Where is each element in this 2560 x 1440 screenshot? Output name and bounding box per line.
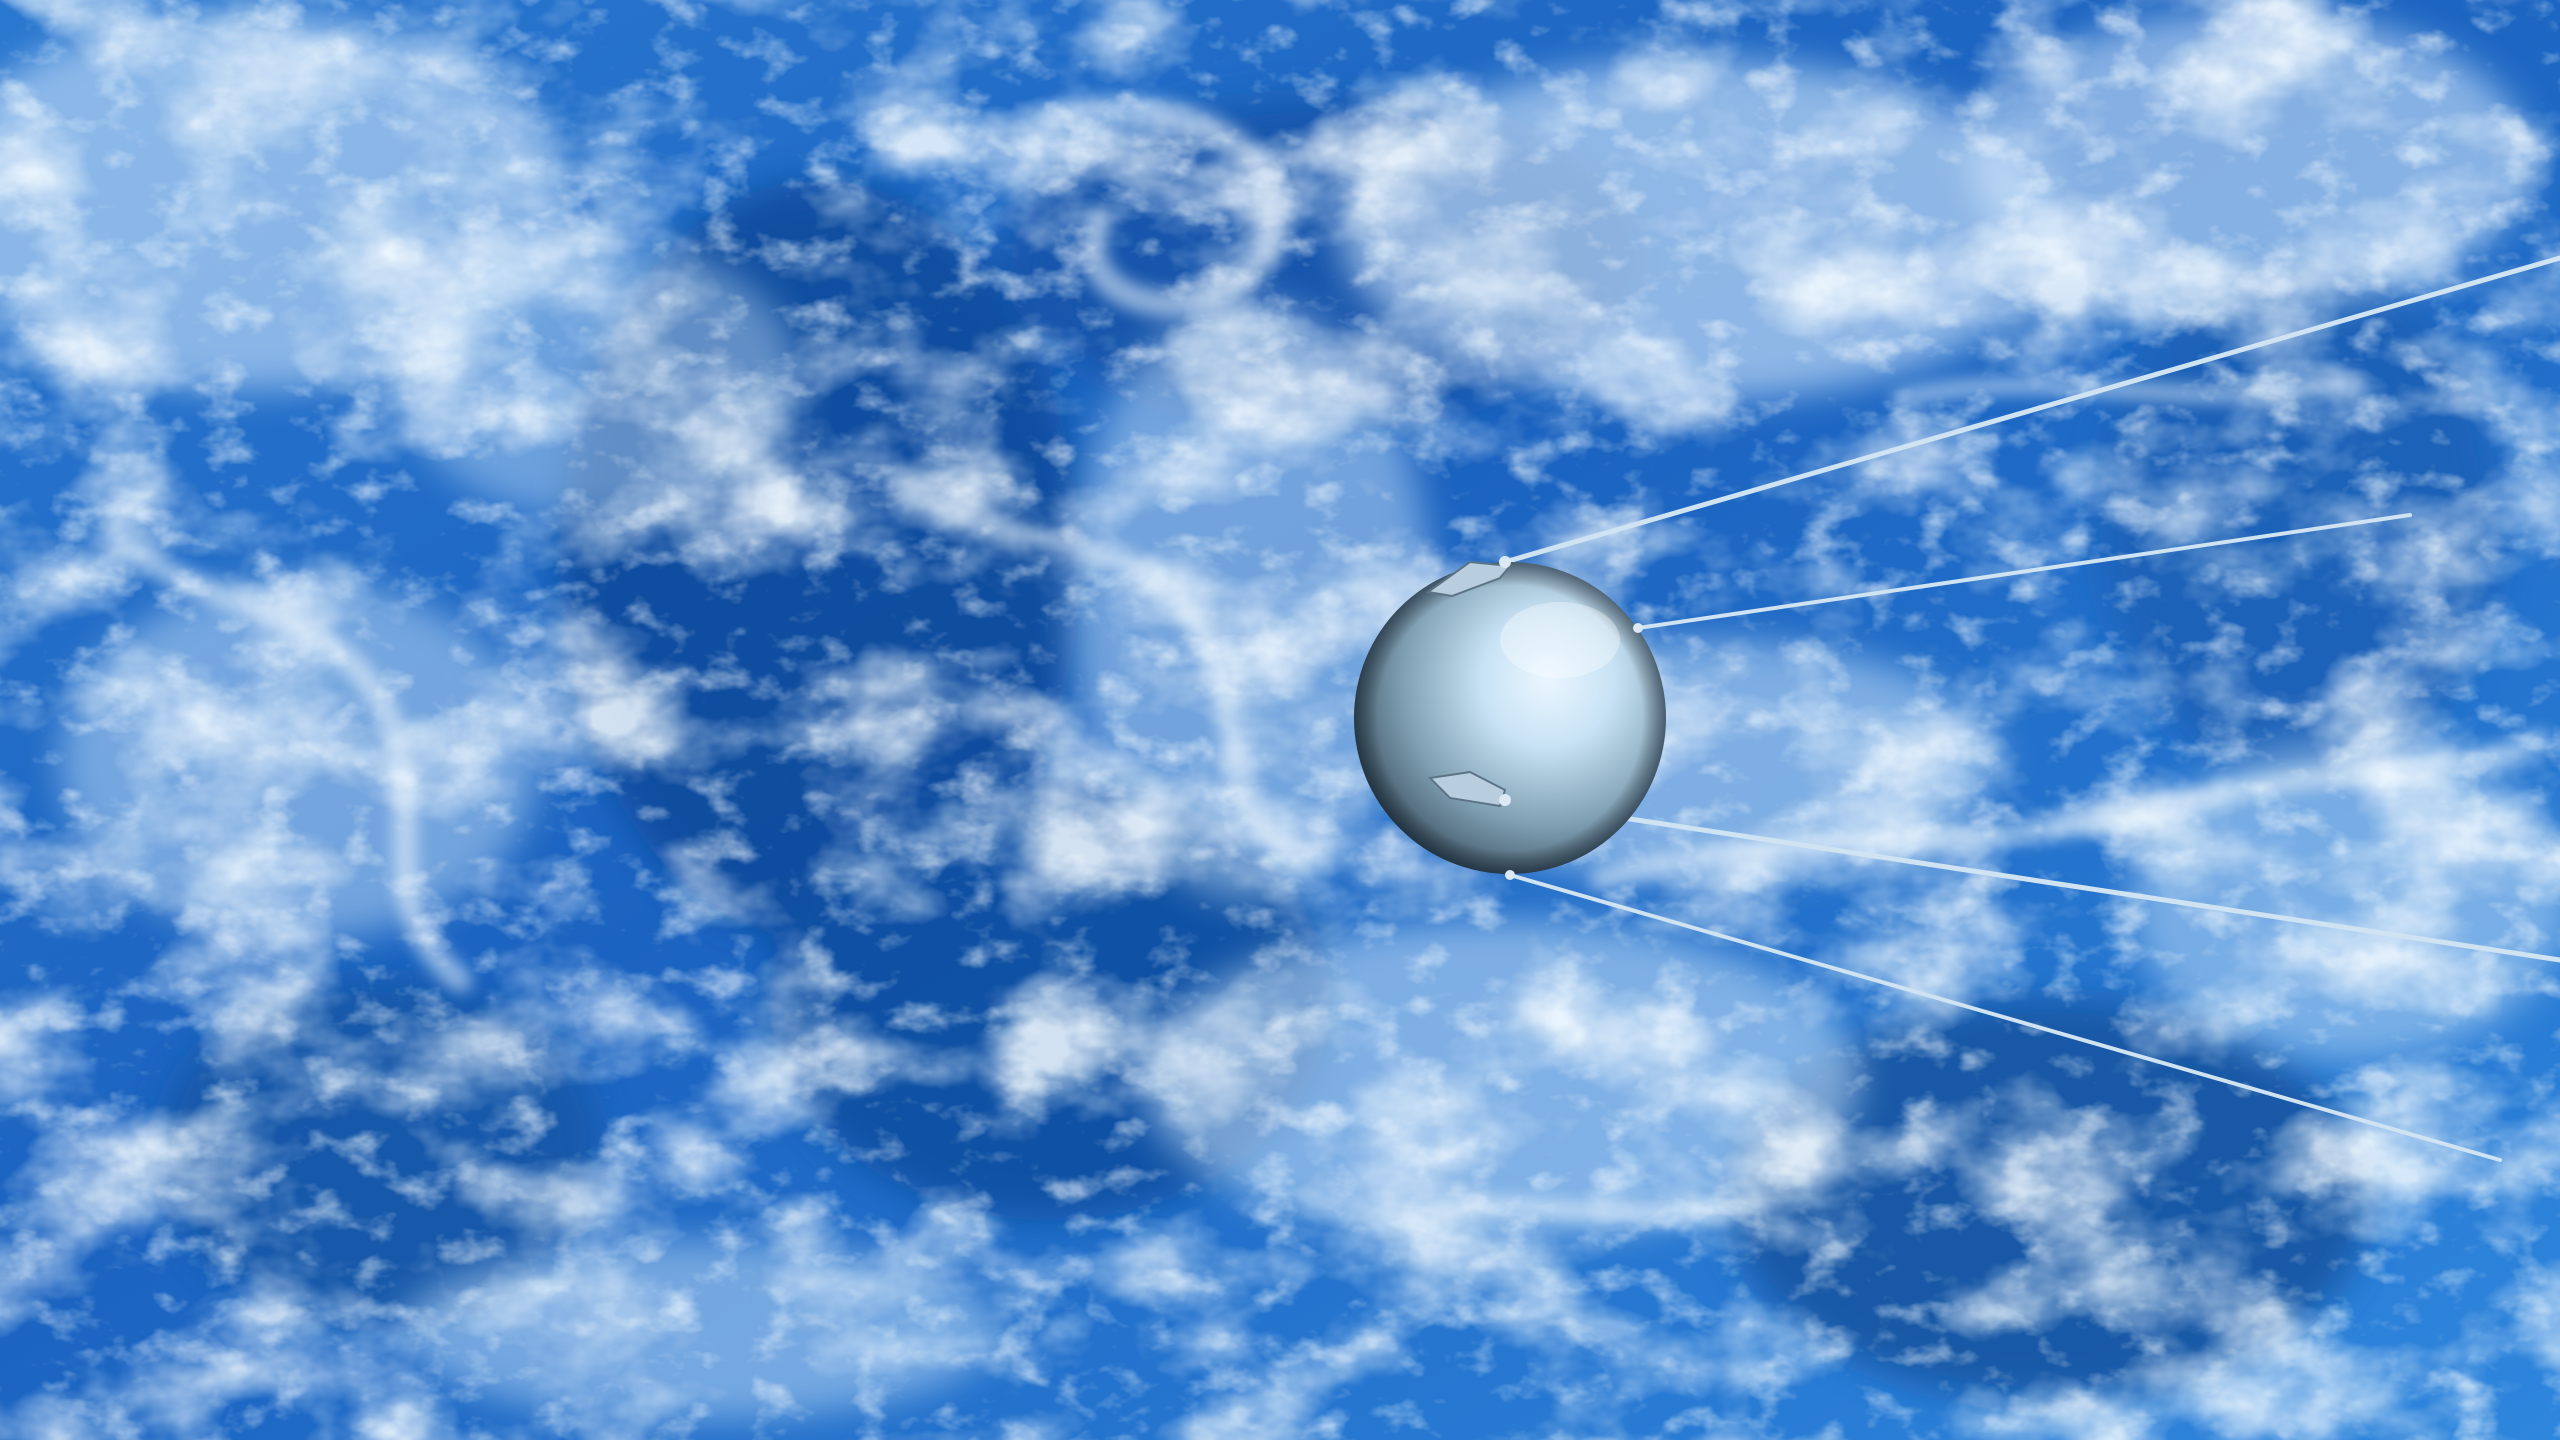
antenna-mounts [1425, 560, 1512, 808]
antenna-joints [1499, 556, 1643, 880]
satellite [1354, 556, 1666, 880]
antenna-4 [1508, 873, 2502, 1162]
antenna-3 [1502, 797, 2560, 963]
cloud-swirls [108, 96, 2550, 1229]
satellite-antennas [1502, 255, 2560, 1162]
antenna-2 [1636, 513, 2412, 630]
antenna-mount-top [1425, 560, 1512, 598]
antenna-1 [1502, 255, 2560, 565]
satellite-sphere-rim [1354, 562, 1666, 874]
satellite-highlight [1500, 602, 1620, 678]
